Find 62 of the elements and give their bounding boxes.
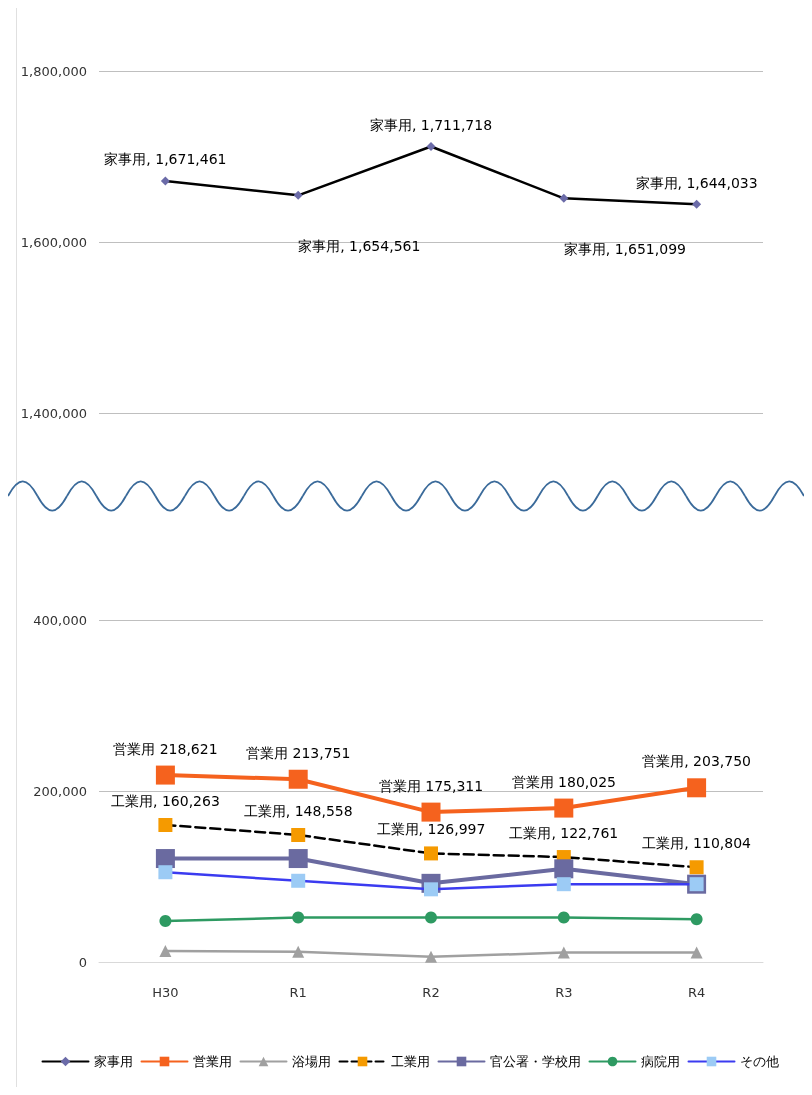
- legend-label: 官公署・学校用: [489, 1054, 581, 1069]
- x-tick-label: H30: [152, 985, 179, 1000]
- x-tick-label: R2: [422, 985, 440, 1000]
- legend-label: 病院用: [640, 1054, 680, 1069]
- y-tick-label: 1,600,000: [20, 234, 87, 250]
- point: [690, 946, 703, 959]
- point: [556, 877, 571, 892]
- y-tick-label: 0: [78, 954, 87, 970]
- point: [425, 911, 437, 924]
- x-tick-label: R3: [555, 985, 573, 1000]
- point: [426, 141, 436, 151]
- point: [425, 950, 437, 963]
- point: [687, 778, 707, 798]
- point: [692, 199, 702, 209]
- y-tick-label: 1,800,000: [20, 63, 87, 79]
- x-tick-label: R1: [289, 985, 307, 1000]
- data-label: 家事用, 1,644,033: [635, 174, 758, 191]
- data-label: 営業用 180,025: [511, 773, 616, 790]
- point: [557, 911, 570, 924]
- point: [292, 945, 305, 958]
- point: [559, 193, 569, 203]
- point: [291, 827, 306, 842]
- data-label: 工業用, 110,804: [642, 835, 752, 852]
- data-label: 工業用, 160,263: [111, 792, 220, 809]
- point: [689, 860, 704, 875]
- y-tick-label: 200,000: [33, 783, 87, 799]
- data-label: 家事用, 1,651,099: [563, 240, 686, 257]
- data-label: 営業用 218,621: [113, 740, 218, 757]
- point: [554, 798, 574, 818]
- point: [158, 817, 173, 832]
- point: [690, 913, 703, 926]
- legend-label: 工業用: [390, 1054, 430, 1069]
- point: [159, 914, 172, 927]
- legend-label: 浴場用: [291, 1054, 331, 1069]
- data-label: 営業用 175,311: [378, 777, 484, 794]
- legend-label: 営業用: [192, 1054, 232, 1069]
- point: [557, 946, 570, 959]
- data-label: 営業用 213,751: [246, 744, 351, 761]
- point: [160, 176, 170, 186]
- x-tick-label: R4: [687, 985, 706, 1000]
- point: [159, 944, 172, 957]
- data-label: 家事用, 1,654,561: [298, 237, 421, 254]
- point: [421, 802, 441, 822]
- data-label: 家事用, 1,671,461: [104, 151, 227, 168]
- point: [292, 911, 305, 924]
- legend-label: その他: [739, 1054, 779, 1069]
- data-label: 工業用, 122,761: [509, 825, 619, 842]
- data-label: 営業用, 203,750: [642, 753, 751, 770]
- point: [288, 769, 308, 789]
- y-tick-label: 400,000: [33, 612, 87, 628]
- point: [158, 865, 173, 880]
- data-label: 家事用, 1,711,718: [369, 116, 493, 133]
- data-label: 工業用, 148,558: [243, 802, 353, 819]
- point: [293, 190, 303, 200]
- point: [554, 859, 574, 879]
- point: [288, 849, 308, 869]
- legend-label: 家事用: [93, 1054, 133, 1069]
- data-label: 工業用, 126,997: [376, 821, 486, 838]
- point: [155, 765, 175, 785]
- point: [291, 873, 306, 888]
- y-tick-label: 1,400,000: [20, 405, 87, 421]
- point: [424, 846, 438, 861]
